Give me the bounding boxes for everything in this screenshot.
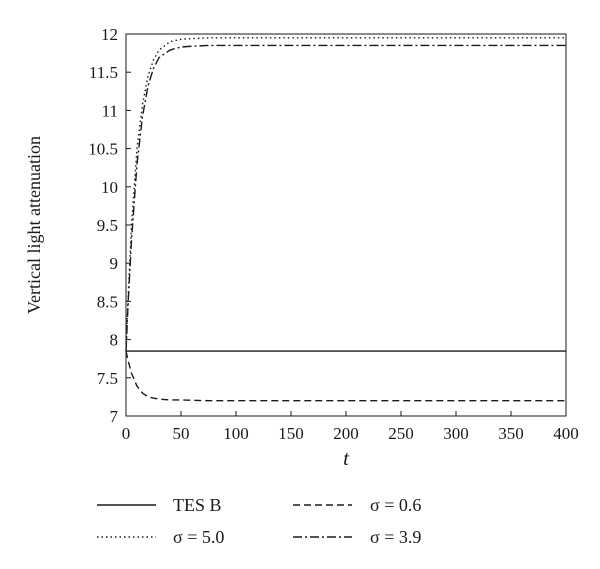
y-tick-label: 10 <box>101 178 118 197</box>
x-tick-label: 300 <box>443 424 469 443</box>
series-lines <box>125 37 566 402</box>
y-tick-label: 11 <box>102 101 118 120</box>
legend-item-sigma-3-9: σ = 3.9 <box>293 527 421 547</box>
legend-label-sigma-3-9: σ = 3.9 <box>370 527 421 547</box>
y-tick-label: 11.5 <box>89 63 118 82</box>
legend-item-tes-b: TES B <box>97 495 222 515</box>
y-tick-label: 12 <box>101 25 118 44</box>
x-tick-label: 400 <box>553 424 579 443</box>
legend: TES B σ = 0.6 σ = 5.0 σ = 3.9 <box>97 495 421 547</box>
legend-item-sigma-5-0: σ = 5.0 <box>97 527 224 547</box>
x-tick-label: 200 <box>333 424 359 443</box>
y-axis-ticks: 7 7.5 8 8.5 9 9.5 10 10.5 11 11.5 12 <box>88 25 131 426</box>
x-tick-label: 100 <box>223 424 249 443</box>
y-tick-label: 9 <box>110 254 119 273</box>
y-tick-label: 7 <box>110 407 119 426</box>
y-tick-label: 7.5 <box>97 369 118 388</box>
legend-label-tes-b: TES B <box>173 495 222 515</box>
y-axis-label: Vertical light attenuation <box>24 136 44 314</box>
x-tick-label: 250 <box>388 424 414 443</box>
series-line-3 <box>125 37 566 352</box>
y-tick-label: 9.5 <box>97 216 118 235</box>
x-tick-label: 350 <box>498 424 524 443</box>
series-line-4 <box>125 44 566 352</box>
x-tick-label: 0 <box>122 424 131 443</box>
legend-item-sigma-0-6: σ = 0.6 <box>293 495 421 515</box>
x-tick-label: 50 <box>173 424 190 443</box>
legend-label-sigma-0-6: σ = 0.6 <box>370 495 421 515</box>
series-line-2 <box>125 350 566 402</box>
x-axis-ticks: 0 50 100 150 200 250 300 350 400 <box>122 411 579 443</box>
y-tick-label: 8 <box>110 331 119 350</box>
y-tick-label: 8.5 <box>97 292 118 311</box>
plot-area-frame <box>125 33 567 417</box>
legend-label-sigma-5-0: σ = 5.0 <box>173 527 224 547</box>
y-tick-label: 10.5 <box>88 140 118 159</box>
x-tick-label: 150 <box>278 424 304 443</box>
x-axis-label: t <box>343 446 350 470</box>
